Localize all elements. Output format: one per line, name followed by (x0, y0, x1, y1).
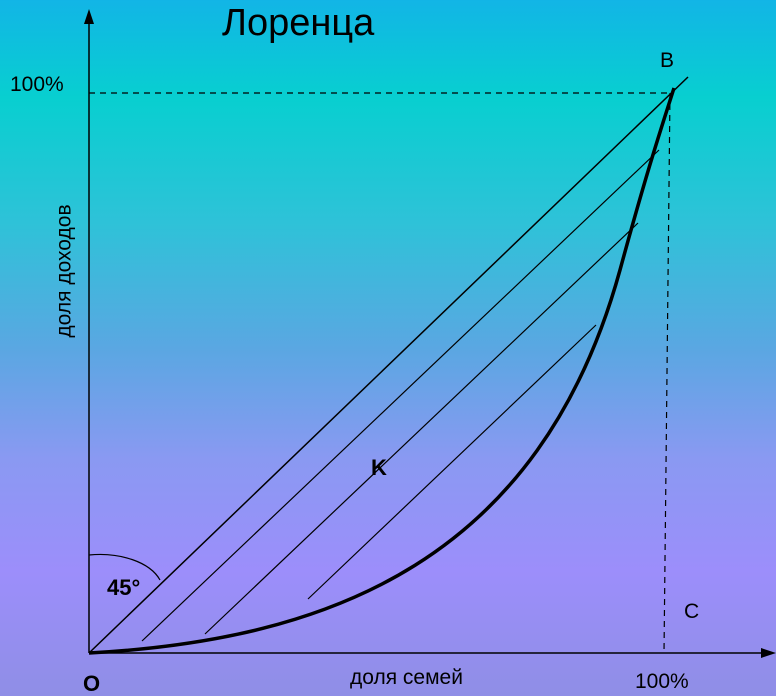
x-axis-max-label: 100% (635, 670, 689, 693)
angle-arc (88, 553, 161, 581)
y-axis-max-label: 100% (10, 73, 64, 96)
x-axis-label: доля семей (350, 666, 463, 689)
b-c-dashed-guide (663, 92, 671, 654)
origin-label: O (83, 671, 101, 696)
hatch-line (204, 222, 639, 635)
equality-line (88, 76, 689, 654)
diagram-title: Лоренца (222, 2, 375, 44)
hatch-line (307, 324, 597, 600)
lorenz-curve (88, 87, 676, 655)
point-c-label: C (684, 600, 700, 623)
point-b-label: B (660, 49, 675, 72)
y-axis-arrowhead (84, 9, 94, 24)
angle-label: 45° (107, 575, 141, 600)
point-k-label: K (371, 455, 387, 480)
x-axis-arrowhead (761, 648, 776, 658)
y-axis-label: доля доходов (52, 204, 76, 338)
hatch-line (141, 149, 660, 642)
